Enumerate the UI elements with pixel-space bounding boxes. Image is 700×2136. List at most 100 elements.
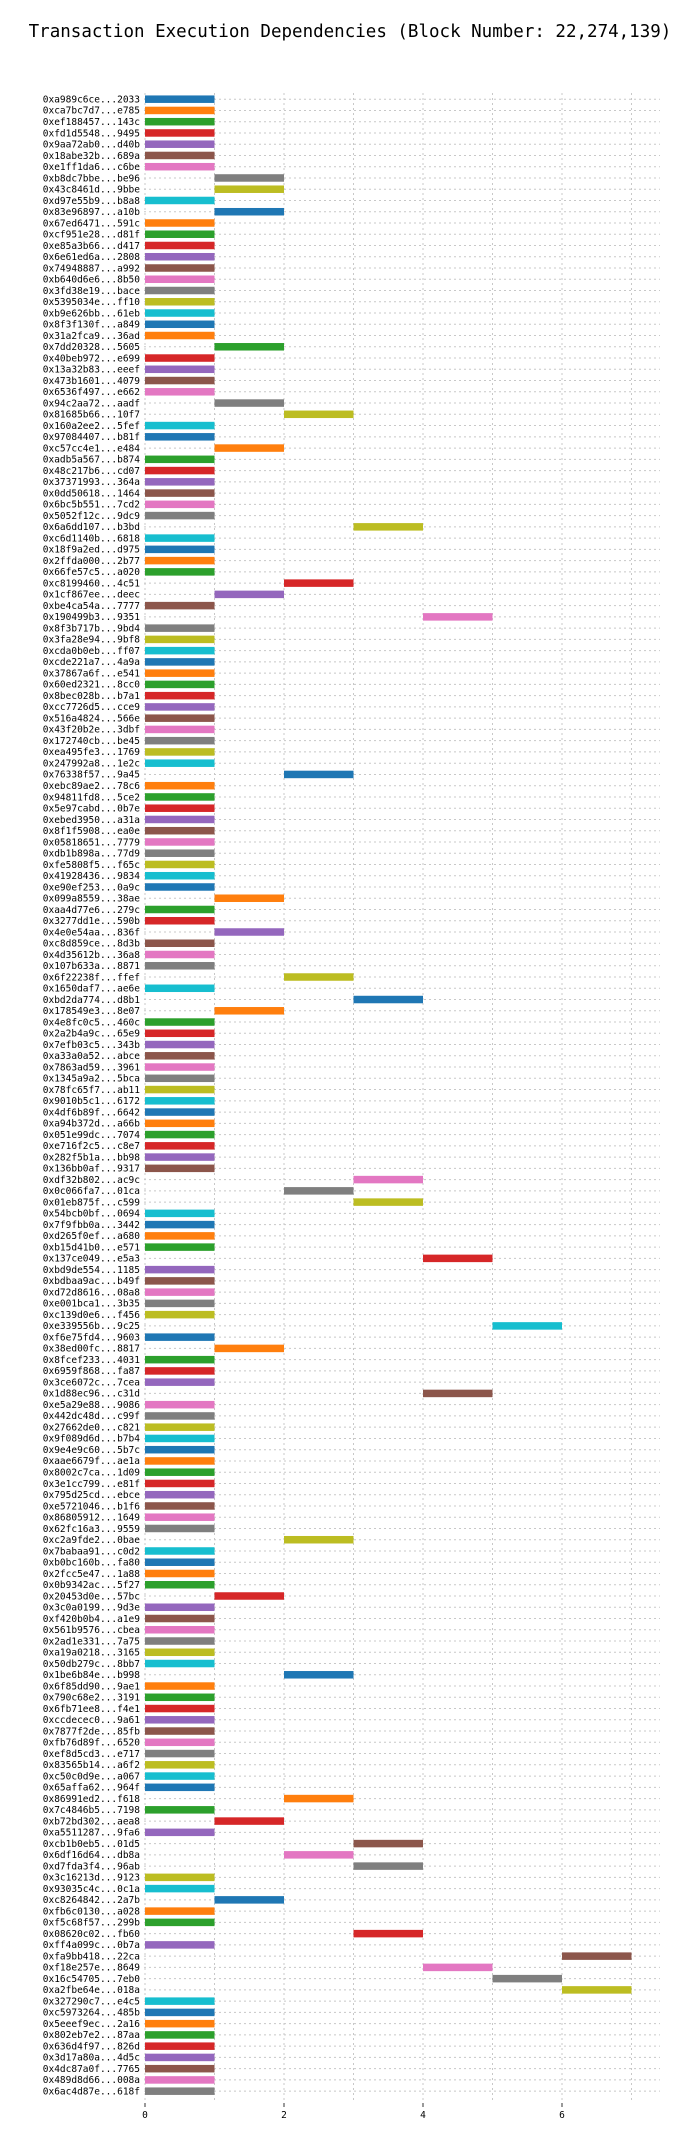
transaction-bar <box>145 2053 215 2062</box>
transaction-bar <box>145 320 215 329</box>
x-tick-label: 6 <box>559 2110 565 2121</box>
transaction-label: 0x790c68e2...3191 <box>43 1693 141 1704</box>
transaction-label: 0x7c4846b5...7198 <box>43 1805 141 1816</box>
transaction-bar <box>145 1479 215 1488</box>
transaction-bar <box>145 1626 215 1634</box>
transaction-label: 0x6f22238f...ffef <box>43 972 140 983</box>
transaction-bar <box>214 1817 284 1825</box>
transaction-label: 0x43c8461d...9bbe <box>43 185 141 196</box>
transaction-label: 0xdf32b802...ac9c <box>43 1175 140 1186</box>
transaction-label: 0x16c54705...7eb0 <box>43 1974 141 1985</box>
transaction-bar <box>145 1052 215 1060</box>
transaction-label: 0x099a8559...38ae <box>43 894 141 905</box>
transaction-label: 0x3fd38e19...bace <box>43 286 141 297</box>
transaction-label: 0x190499b3...9351 <box>43 612 141 623</box>
transaction-label: 0x37371993...364a <box>43 477 140 488</box>
transaction-bar <box>145 1164 215 1173</box>
transaction-label: 0xe001bca1...3b35 <box>43 1299 140 1310</box>
transaction-label: 0xa94b372d...a66b <box>43 1119 141 1130</box>
transaction-bar <box>145 1806 215 1814</box>
transaction-bar <box>145 140 215 148</box>
transaction-bar <box>284 1794 354 1803</box>
transaction-label: 0xf18e257e...8649 <box>43 1963 141 1974</box>
transaction-label: 0x7863ad59...3961 <box>43 1062 141 1073</box>
transaction-bar <box>145 1614 215 1623</box>
transaction-bar <box>145 455 215 464</box>
transaction-label: 0xe90ef253...0a9c <box>43 882 140 893</box>
transaction-label: 0xfe5808f5...f65c <box>43 860 140 871</box>
transaction-label: 0xb15d41b0...e571 <box>43 1242 141 1253</box>
transaction-bar <box>145 601 215 610</box>
transaction-label: 0xca7bc7d7...e785 <box>43 106 140 117</box>
transaction-bar <box>145 1580 215 1589</box>
transaction-bar <box>145 669 215 677</box>
transaction-label: 0xb72bd302...aea8 <box>43 1816 141 1827</box>
transaction-label: 0x3c16213d...9123 <box>43 1873 140 1884</box>
transaction-label: 0x2ffda000...2b77 <box>43 556 140 567</box>
transaction-bar <box>145 1997 215 2005</box>
transaction-bar <box>145 151 215 160</box>
transaction-label: 0x94c2aa72...aadf <box>43 398 140 409</box>
transaction-label: 0x43f20b2e...3dbf <box>43 725 140 736</box>
transaction-label: 0x54bcb0bf...0694 <box>43 1209 141 1220</box>
transaction-label: 0xc50c0d9e...a067 <box>43 1771 140 1782</box>
transaction-bar <box>145 500 215 509</box>
transaction-label: 0xd7fda3f4...96ab <box>43 1861 141 1872</box>
x-tick-label: 4 <box>420 2110 426 2121</box>
transaction-bar <box>145 635 215 644</box>
transaction-bar <box>562 1952 632 1960</box>
transaction-bar <box>145 1310 215 1319</box>
x-tick-label: 2 <box>281 2110 287 2121</box>
transaction-bar <box>145 703 215 711</box>
row-gridlines <box>144 98 660 2092</box>
transaction-label: 0x9aa72ab0...d40b <box>43 140 141 151</box>
transaction-bar <box>145 1378 215 1386</box>
transaction-bar <box>145 860 215 869</box>
transaction-label: 0x9e4e9c60...5b7c <box>43 1445 140 1456</box>
transaction-bar <box>145 568 215 576</box>
transaction-label: 0xff4a099c...0b7a <box>43 1940 140 1951</box>
transaction-bar <box>145 1648 215 1657</box>
transaction-bar <box>145 2031 215 2039</box>
transaction-label: 0x3fa28e94...9bf8 <box>43 635 141 646</box>
transaction-bar <box>284 1535 354 1544</box>
transaction-label: 0xc5973264...485b <box>43 2008 141 2019</box>
transaction-bar <box>145 1277 215 1285</box>
transaction-bar <box>145 1265 215 1274</box>
transaction-label: 0x97084407...b81f <box>43 432 140 443</box>
transaction-bar <box>353 1198 423 1206</box>
transaction-bar <box>214 928 284 936</box>
transaction-label: 0x05818651...7779 <box>43 837 141 848</box>
transaction-bar <box>145 658 215 666</box>
transaction-label: 0xb640d6e6...8b50 <box>43 275 141 286</box>
transaction-bar <box>145 905 215 914</box>
transaction-label: 0xbdbaa9ac...b49f <box>43 1276 140 1287</box>
column-gridlines <box>144 93 632 2103</box>
transaction-bar <box>145 1941 215 1949</box>
transaction-label: 0xdb1b898a...77d9 <box>43 849 141 860</box>
transaction-label: 0x3d17a80a...4d5c <box>43 2053 140 2064</box>
transaction-label: 0xc2a9fde2...0bae <box>43 1535 141 1546</box>
transaction-bar <box>145 1209 215 1218</box>
transaction-bar <box>145 478 215 486</box>
transaction-label: 0xcf951e28...d81f <box>43 230 140 241</box>
transaction-bar <box>284 1851 354 1859</box>
transaction-bar <box>145 1119 215 1128</box>
transaction-label: 0xd72d8616...08a8 <box>43 1287 141 1298</box>
transaction-label: 0x6a6dd107...b3bd <box>43 522 140 533</box>
transaction-bar <box>145 962 215 970</box>
transaction-bar <box>145 264 215 272</box>
transaction-label: 0xbe4ca54a...7777 <box>43 601 140 612</box>
transaction-label: 0x107b633a...8871 <box>43 961 141 972</box>
transaction-label: 0xd97e55b9...b8a8 <box>43 196 141 207</box>
transaction-label: 0x051e99dc...7074 <box>43 1130 141 1141</box>
transaction-bar <box>145 1333 215 1341</box>
transaction-bar <box>145 1513 215 1521</box>
transaction-label: 0x41928436...9834 <box>43 871 141 882</box>
transaction-label: 0x08620c02...fb60 <box>43 1929 141 1940</box>
transaction-bar <box>145 871 215 880</box>
transaction-bar <box>145 354 215 362</box>
transaction-bar <box>145 1040 215 1049</box>
transaction-label: 0xcde221a7...4a9a <box>43 657 140 668</box>
transaction-bar <box>214 444 284 452</box>
